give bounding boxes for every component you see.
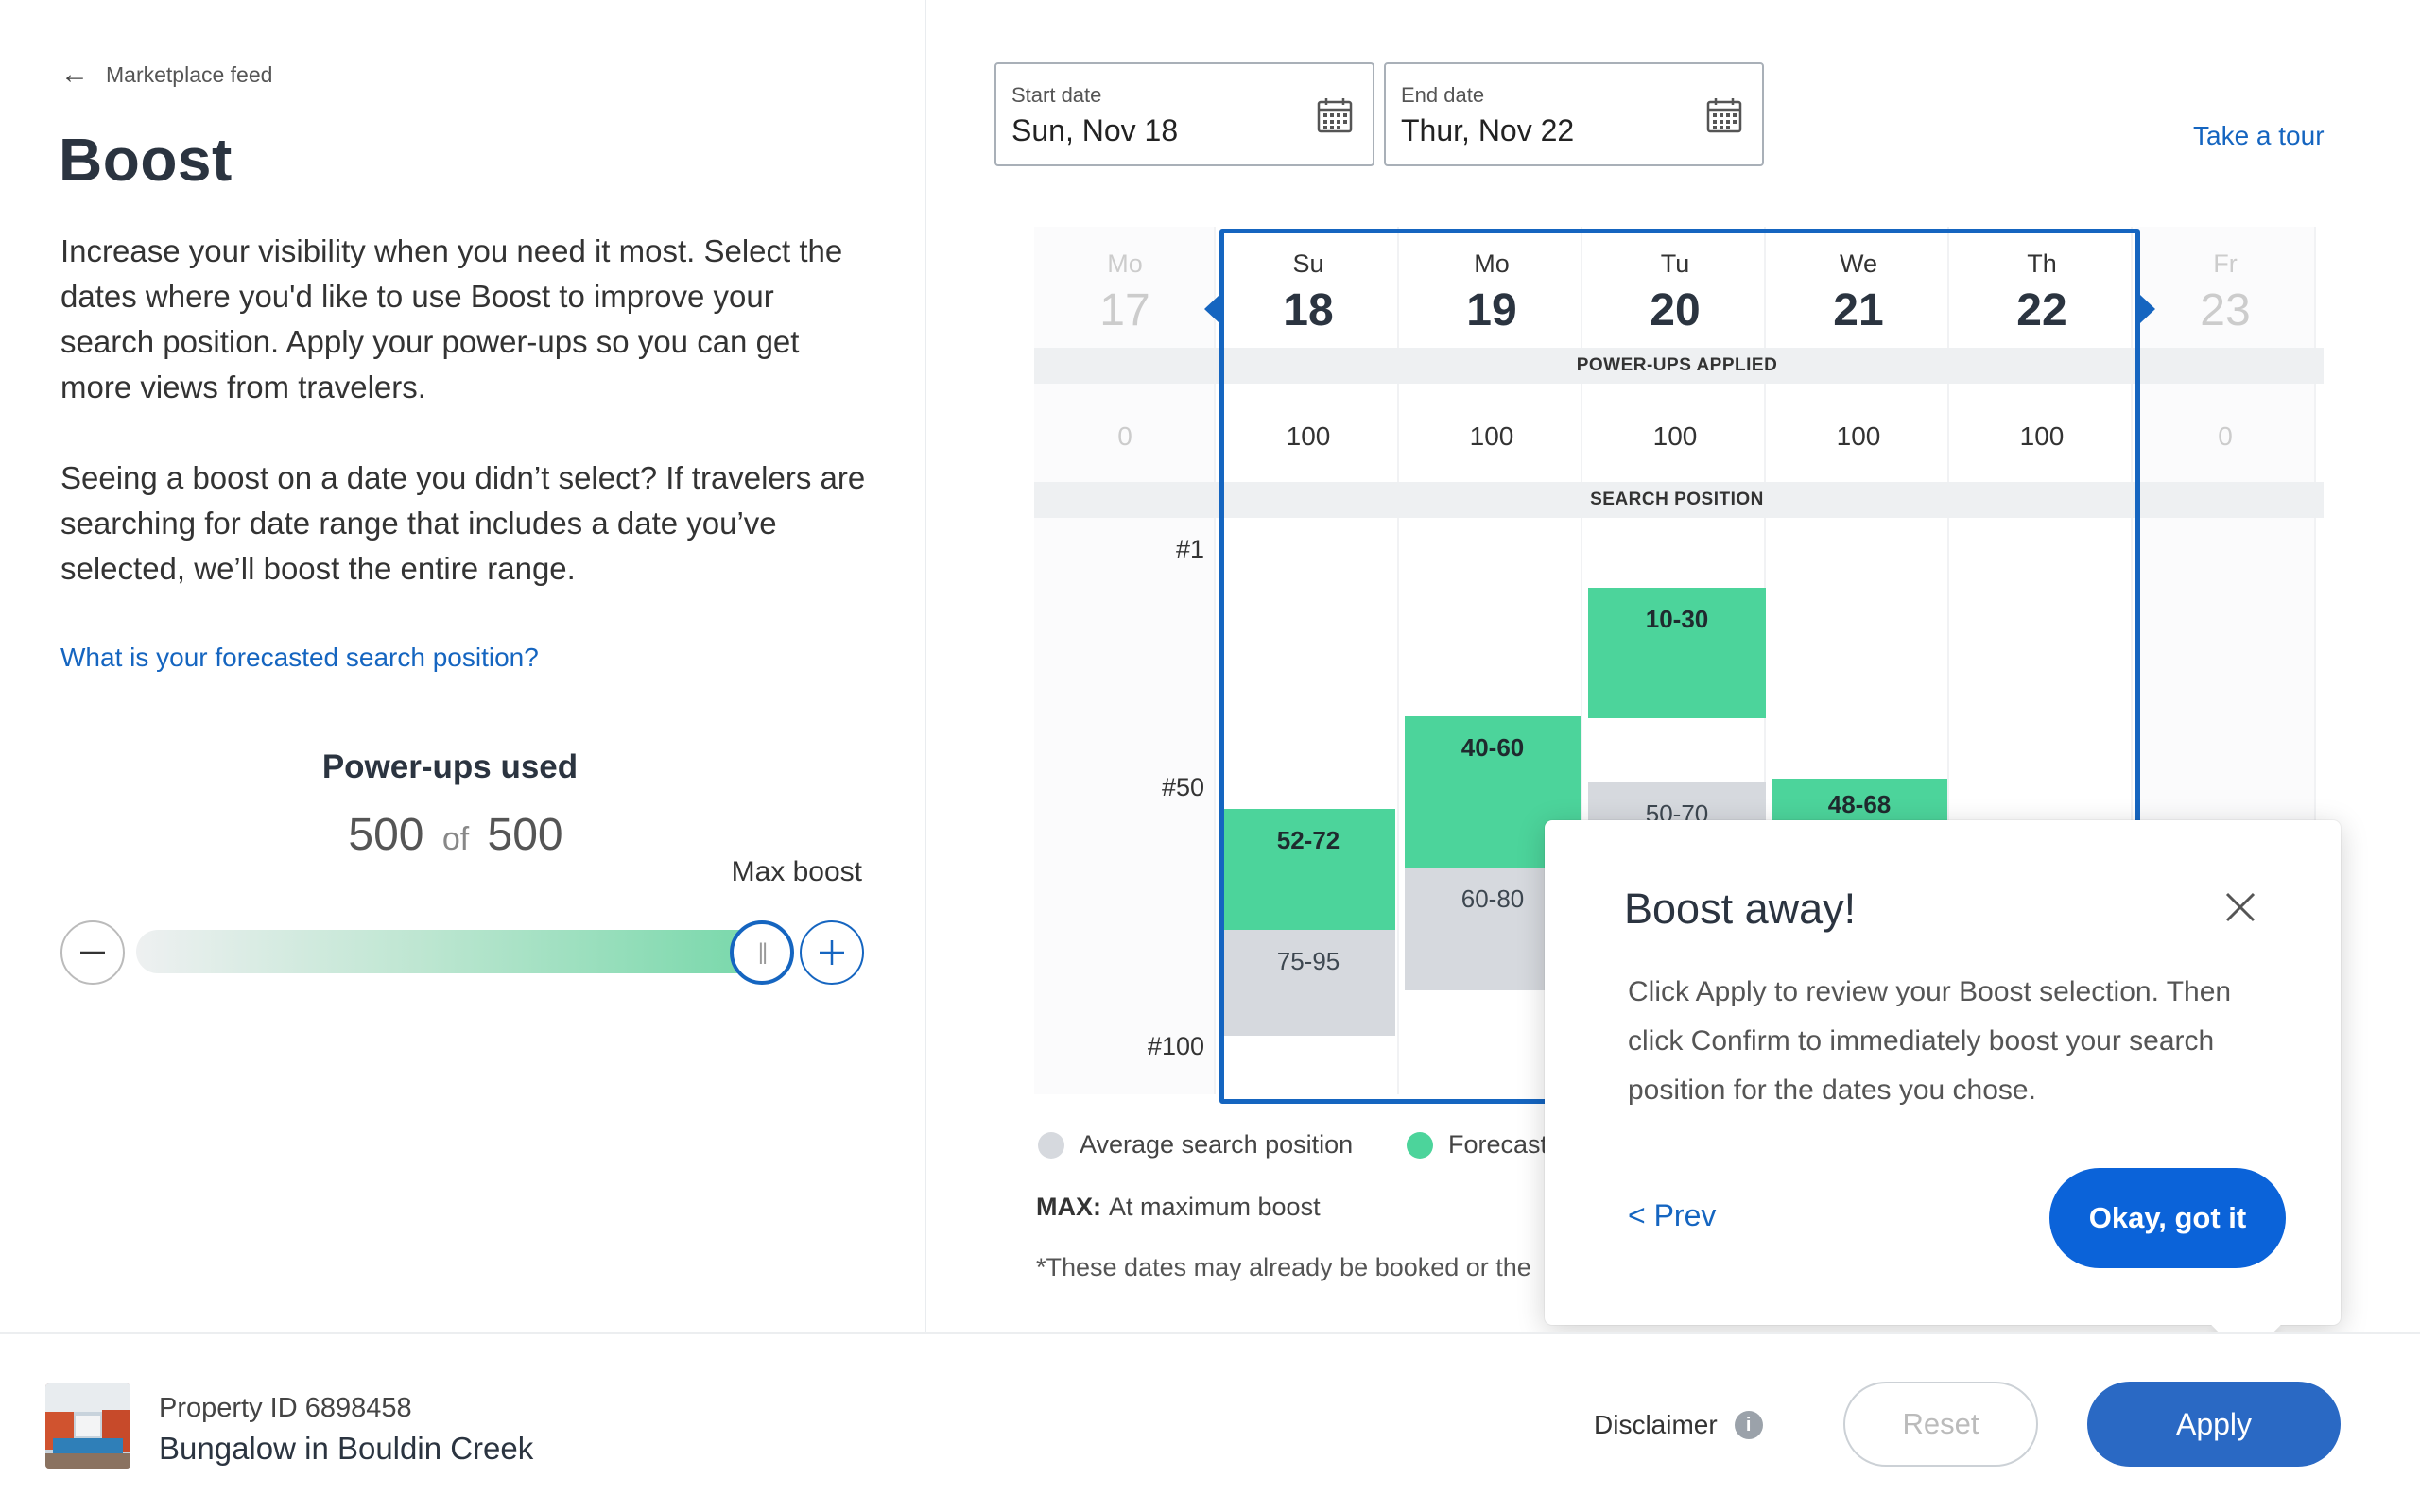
end-date-label: End date (1401, 83, 1485, 107)
rank-label: #1 (1175, 535, 1204, 563)
powerups-value: 100 (1836, 421, 1881, 451)
day-number: 17 (1099, 285, 1150, 335)
grip-icon: || (757, 939, 769, 965)
tour-popover: Boost away! Click Apply to review your B… (1545, 820, 2341, 1360)
start-date-value: Sun, Nov 18 (1011, 113, 1179, 147)
property-id: Property ID 6898458 (159, 1393, 412, 1423)
powerups-value: 100 (1652, 421, 1698, 451)
popover-body: Click Apply to review your Boost selecti… (1628, 976, 2232, 1106)
footer-bar: Property ID 6898458 Bungalow in Bouldin … (0, 1332, 2420, 1512)
powerups-slider-track[interactable] (136, 930, 775, 973)
day-name: Tu (1660, 249, 1690, 278)
forecast-bar: 10-30 (1588, 588, 1766, 718)
calendar-icon (1317, 98, 1353, 133)
back-link-label: Marketplace feed (106, 61, 273, 87)
disclaimer-label: Disclaimer (1594, 1410, 1718, 1439)
legend-dot-average (1038, 1131, 1064, 1159)
forecast-bar: 52-72 (1221, 809, 1395, 930)
forecast-info-link[interactable]: What is your forecasted search position? (60, 643, 539, 672)
legend-average: Average search position (1038, 1130, 1353, 1160)
powerups-value: 100 (1469, 421, 1514, 451)
start-date-label: Start date (1011, 83, 1102, 107)
arrow-left-icon: ← (60, 59, 89, 90)
day-header: Mo 19 (1401, 249, 1582, 336)
property-name: Bungalow in Bouldin Creek (159, 1431, 534, 1466)
day-name: We (1839, 249, 1877, 278)
powerups-value: 100 (2019, 421, 2065, 451)
end-date-field[interactable]: End date Thur, Nov 22 (1384, 62, 1764, 166)
range-end-handle-icon[interactable] (2140, 295, 2155, 323)
max-note-text: At maximum boost (1109, 1193, 1321, 1221)
day-number: 20 (1650, 285, 1701, 335)
day-number: 21 (1833, 285, 1884, 335)
left-panel: ← Marketplace feed Boost Increase your v… (0, 0, 926, 1332)
info-icon: i (1734, 1411, 1763, 1439)
popover-title: Boost away! (1624, 885, 1857, 933)
popover-ok-button[interactable]: Okay, got it (2049, 1168, 2286, 1268)
close-icon[interactable] (2221, 888, 2259, 926)
day-header: Th 22 (1951, 249, 2133, 336)
day-header: Tu 20 (1584, 249, 1766, 336)
legend-average-label: Average search position (1080, 1130, 1354, 1159)
rank-label: #50 (1161, 773, 1204, 801)
back-link[interactable]: ← Marketplace feed (60, 60, 272, 89)
average-bar: 75-95 (1221, 930, 1395, 1036)
take-tour-link[interactable]: Take a tour (2193, 121, 2325, 150)
day-name: Mo (1474, 249, 1510, 278)
popover-prev-button[interactable]: < Prev (1628, 1198, 1717, 1232)
property-thumbnail (45, 1383, 130, 1469)
day-name: Su (1292, 249, 1324, 278)
disclaimer-link[interactable]: Disclaimer i (1594, 1410, 1763, 1440)
description-range: Seeing a boost on a date you didn’t sele… (60, 460, 866, 586)
day-name: Mo (1107, 249, 1143, 278)
powerups-used: 500 (348, 810, 424, 860)
increase-powerups-button[interactable] (800, 920, 864, 985)
powerups-total: 500 (487, 810, 563, 860)
max-note: MAX: At maximum boost (1036, 1193, 1321, 1222)
day-header: Fr 23 (2135, 249, 2316, 336)
powerups-slider-handle[interactable]: || (730, 920, 794, 985)
property-photo (45, 1383, 130, 1469)
search-position-band (1034, 482, 2324, 518)
day-header: We 21 (1768, 249, 1949, 336)
rank-label: #100 (1147, 1032, 1204, 1060)
end-date-value: Thur, Nov 22 (1401, 113, 1575, 147)
range-start-handle-icon[interactable] (1204, 295, 1219, 323)
minus-icon (80, 951, 105, 954)
powerups-band-label: POWER-UPS APPLIED (1576, 355, 1778, 375)
page-title: Boost (59, 126, 233, 194)
day-number: 18 (1283, 285, 1334, 335)
reset-button[interactable]: Reset (1843, 1382, 2038, 1467)
powerups-value: 0 (2218, 421, 2233, 451)
legend-forecast-label: Forecast (1448, 1130, 1548, 1159)
dates-footnote: *These dates may already be booked or th… (1036, 1253, 1531, 1281)
decrease-powerups-button[interactable] (60, 920, 125, 985)
max-note-key: MAX: (1036, 1193, 1101, 1221)
legend-forecast: Forecast (1407, 1130, 1547, 1160)
day-name: Fr (2213, 249, 2238, 278)
day-header: Su 18 (1218, 249, 1399, 336)
plus-icon (820, 940, 844, 965)
day-header: Mo 17 (1034, 249, 1216, 336)
start-date-field[interactable]: Start date Sun, Nov 18 (994, 62, 1374, 166)
powerups-of: of (441, 821, 470, 857)
day-number: 23 (2200, 285, 2251, 335)
apply-button[interactable]: Apply (2087, 1382, 2341, 1467)
max-boost-label: Max boost (731, 856, 862, 887)
day-number: 22 (2016, 285, 2067, 335)
powerups-value: 100 (1286, 421, 1331, 451)
legend-dot-forecast (1407, 1131, 1433, 1159)
calendar-icon (1706, 98, 1742, 133)
powerups-title: Power-ups used (321, 748, 579, 785)
popover-caret-cover (2197, 1287, 2301, 1325)
search-position-band-label: SEARCH POSITION (1590, 490, 1764, 509)
powerups-value: 0 (1117, 421, 1132, 451)
day-name: Th (2027, 249, 2057, 278)
day-number: 19 (1466, 285, 1517, 335)
powerups-count: 500 of 500 (60, 809, 851, 861)
description-intro: Increase your visibility when you need i… (60, 233, 843, 404)
powerups-band (1034, 348, 2324, 384)
